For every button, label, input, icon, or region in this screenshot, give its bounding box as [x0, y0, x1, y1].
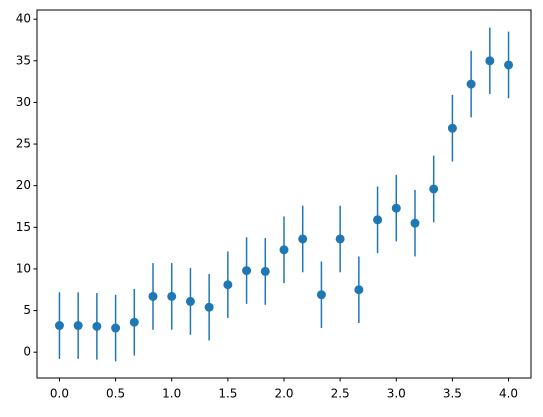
point	[129, 317, 139, 327]
point	[298, 234, 308, 244]
point	[242, 266, 252, 276]
point	[429, 184, 439, 194]
point	[410, 218, 420, 228]
point	[485, 56, 495, 66]
point	[466, 79, 476, 89]
y-tick-label: 40	[16, 12, 31, 26]
x-tick-label: 0.0	[50, 387, 69, 401]
plot-frame	[36, 9, 532, 379]
x-tick-label: 4.0	[499, 387, 518, 401]
point	[354, 285, 364, 295]
point	[148, 291, 158, 301]
y-tick-label: 25	[16, 137, 31, 151]
point	[167, 291, 177, 301]
point	[185, 296, 195, 306]
point	[504, 60, 514, 70]
y-tick-label: 15	[16, 220, 31, 234]
x-tick-label: 2.5	[331, 387, 350, 401]
y-tick-label: 10	[16, 261, 31, 275]
y-tick-label: 0	[23, 345, 31, 359]
x-tick-label: 1.0	[162, 387, 181, 401]
x-tick-label: 3.5	[443, 387, 462, 401]
x-tick-label: 2.0	[274, 387, 293, 401]
point	[54, 321, 64, 331]
point	[73, 321, 83, 331]
x-tick-label: 1.5	[218, 387, 237, 401]
y-tick-label: 20	[16, 178, 31, 192]
point	[223, 280, 233, 290]
point	[447, 123, 457, 133]
point	[335, 234, 345, 244]
x-tick-label: 3.0	[387, 387, 406, 401]
y-tick-label: 35	[16, 53, 31, 67]
x-tick-label: 0.5	[106, 387, 125, 401]
point	[111, 323, 121, 333]
point	[260, 266, 270, 276]
point	[92, 321, 102, 331]
point	[279, 245, 289, 255]
y-tick-label: 30	[16, 95, 31, 109]
point	[373, 215, 383, 225]
point	[391, 203, 401, 213]
point	[316, 290, 326, 300]
point	[204, 302, 214, 312]
y-tick-label: 5	[23, 303, 31, 317]
